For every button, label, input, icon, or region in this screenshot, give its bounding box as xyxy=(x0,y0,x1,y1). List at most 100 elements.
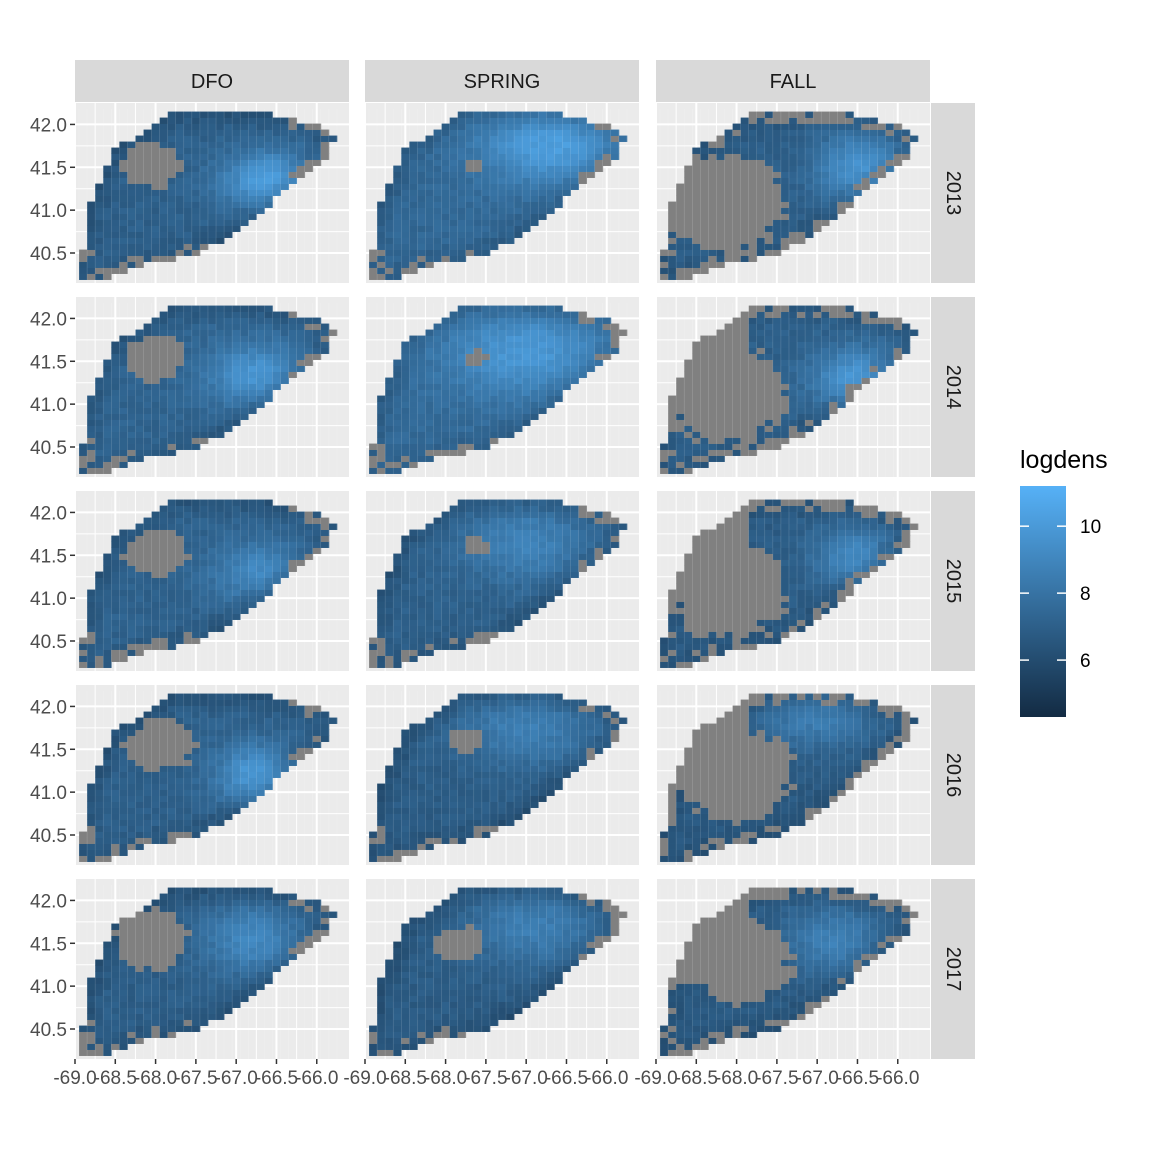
heatmap-cell-na xyxy=(111,461,120,468)
heatmap-cell xyxy=(216,535,225,542)
heatmap-cell xyxy=(393,171,402,178)
heatmap-cell xyxy=(111,541,120,548)
heatmap-cell-na xyxy=(377,273,386,280)
heatmap-cells xyxy=(369,111,628,280)
heatmap-cell xyxy=(610,347,620,354)
heatmap-cell xyxy=(586,523,596,530)
heatmap-cell xyxy=(183,123,193,130)
heatmap-cell xyxy=(143,395,152,402)
heatmap-cell xyxy=(837,153,846,160)
heatmap-cell xyxy=(199,565,209,572)
heatmap-cell xyxy=(813,401,822,408)
heatmap-cell-na xyxy=(748,311,758,318)
heatmap-cell xyxy=(845,129,854,136)
heatmap-cell xyxy=(207,595,217,602)
heatmap-cell xyxy=(668,273,677,280)
heatmap-cell xyxy=(304,347,314,354)
heatmap-cell xyxy=(175,135,185,142)
heatmap-cell xyxy=(481,511,491,518)
heatmap-cell xyxy=(175,317,185,324)
heatmap-cell xyxy=(821,383,830,390)
heatmap-cell xyxy=(207,377,217,384)
heatmap-cell xyxy=(554,141,563,148)
heatmap-cell xyxy=(103,431,112,438)
heatmap-cell xyxy=(191,189,201,196)
heatmap-cell xyxy=(610,141,620,148)
heatmap-cell xyxy=(280,135,289,142)
heatmap-cell xyxy=(191,631,201,638)
heatmap-cell xyxy=(409,347,418,354)
heatmap-cell-na xyxy=(167,359,177,366)
heatmap-cell xyxy=(813,305,822,312)
heatmap-cell-na xyxy=(692,213,701,220)
heatmap-cell xyxy=(216,359,225,366)
heatmap-cell-na xyxy=(684,359,693,366)
heatmap-cell xyxy=(522,341,531,348)
heatmap-cell xyxy=(240,413,249,420)
heatmap-cell-na xyxy=(151,377,161,384)
heatmap-cell-na xyxy=(829,111,838,118)
heatmap-cell xyxy=(780,341,790,348)
heatmap-cell-na xyxy=(700,589,709,596)
heatmap-cell xyxy=(216,201,225,208)
heatmap-cell xyxy=(248,511,257,518)
heatmap-cell xyxy=(668,255,677,262)
heatmap-cell xyxy=(296,147,306,154)
heatmap-cell-na xyxy=(304,159,314,166)
heatmap-cell xyxy=(143,431,152,438)
heatmap-cell xyxy=(417,347,426,354)
heatmap-cell-na xyxy=(732,231,742,238)
heatmap-cell xyxy=(272,535,281,542)
heatmap-cell xyxy=(425,523,434,530)
heatmap-cell xyxy=(385,583,394,590)
heatmap-cell xyxy=(87,601,96,608)
heatmap-cell xyxy=(522,201,531,208)
heatmap-cell xyxy=(224,311,233,318)
heatmap-cell-na xyxy=(700,207,709,214)
heatmap-cell xyxy=(877,147,887,154)
heatmap-cell-na xyxy=(159,147,169,154)
heatmap-cell xyxy=(183,183,193,190)
heatmap-cell xyxy=(256,359,265,366)
heatmap-cell xyxy=(272,511,281,518)
heatmap-cell xyxy=(409,589,418,596)
heatmap-cell xyxy=(805,177,814,184)
heatmap-cell xyxy=(167,323,177,330)
heatmap-cell-na xyxy=(135,261,144,268)
heatmap-cell xyxy=(497,225,507,232)
heatmap-cell xyxy=(821,189,830,196)
heatmap-cell xyxy=(256,111,265,118)
heatmap-cell xyxy=(191,523,201,530)
heatmap-cell xyxy=(586,341,596,348)
heatmap-cell xyxy=(837,195,846,202)
heatmap-cell xyxy=(248,117,257,124)
heatmap-cell xyxy=(797,347,806,354)
heatmap-cell xyxy=(797,395,806,402)
heatmap-cell xyxy=(127,613,136,620)
heatmap-cell xyxy=(280,559,289,566)
heatmap-cell xyxy=(288,147,298,154)
heatmap-cell xyxy=(473,195,483,202)
heatmap-cell xyxy=(417,577,426,584)
heatmap-cell xyxy=(127,577,136,584)
heatmap-cell xyxy=(183,317,193,324)
heatmap-cell xyxy=(845,305,854,312)
heatmap-cell xyxy=(489,601,499,608)
heatmap-cell-na xyxy=(724,419,733,426)
heatmap-cell xyxy=(489,553,499,560)
heatmap-cell xyxy=(489,541,499,548)
heatmap-cell xyxy=(805,123,814,130)
heatmap-cell-na xyxy=(87,249,96,256)
heatmap-cell xyxy=(288,141,298,148)
heatmap-cell xyxy=(377,207,386,214)
heatmap-cell xyxy=(853,359,862,366)
heatmap-cell-na xyxy=(143,541,152,548)
heatmap-cell xyxy=(159,505,169,512)
heatmap-cell xyxy=(473,511,483,518)
heatmap-cell xyxy=(692,255,701,262)
heatmap-cell-na xyxy=(716,425,725,432)
heatmap-cell-na xyxy=(845,395,854,402)
heatmap-cell xyxy=(522,141,531,148)
heatmap-cell xyxy=(280,335,289,342)
heatmap-cell-na xyxy=(135,171,144,178)
